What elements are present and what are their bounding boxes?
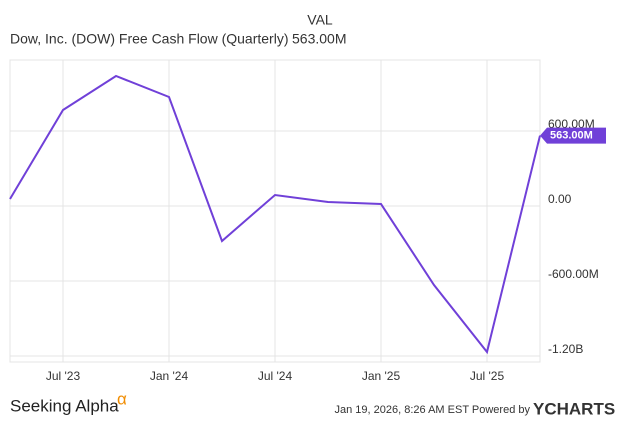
series-line — [9, 74, 541, 355]
x-tick-label: Jan '25 — [362, 369, 401, 383]
value-tag-box — [540, 127, 606, 144]
x-tick-label: Jan '24 — [150, 369, 189, 383]
value-tag: 563.00M — [540, 127, 606, 144]
footer-brand: YCHARTS — [533, 399, 615, 418]
x-tick-label: Jul '25 — [470, 369, 505, 383]
legend-header: VAL — [307, 12, 333, 28]
footer-logo: Seeking Alpha — [10, 396, 119, 415]
y-tick-label: 0.00 — [548, 192, 572, 206]
y-tick-label: -1.20B — [548, 342, 583, 356]
value-tag-label: 563.00M — [550, 130, 593, 142]
chart-title: Dow, Inc. (DOW) Free Cash Flow (Quarterl… — [10, 31, 289, 47]
y-tick-label: -600.00M — [548, 267, 599, 281]
footer-logo-mark: α — [117, 389, 127, 408]
footer-timestamp: Jan 19, 2026, 8:26 AM EST Powered by — [335, 404, 531, 416]
legend-value: 563.00M — [292, 31, 346, 47]
x-tick-label: Jul '24 — [258, 369, 293, 383]
x-tick-label: Jul '23 — [46, 369, 81, 383]
